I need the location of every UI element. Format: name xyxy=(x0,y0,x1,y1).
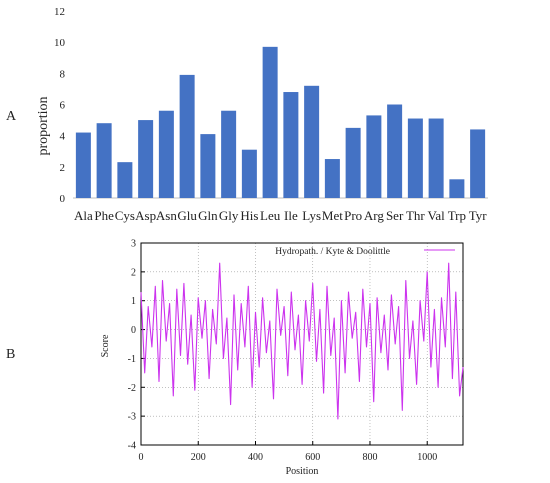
x-tick-label: Pro xyxy=(344,208,362,223)
bar-asp xyxy=(138,120,154,198)
y-tick-label: 2 xyxy=(60,162,66,174)
x-tick-label: Trp xyxy=(448,208,466,223)
x-tick-label: His xyxy=(240,208,258,223)
bar-arg xyxy=(366,115,382,198)
bar-asn xyxy=(158,110,174,198)
bar-ala xyxy=(75,132,91,198)
y-tick-label: 2 xyxy=(131,267,136,278)
x-tick-label: Gln xyxy=(198,208,218,223)
bar-gln xyxy=(200,134,216,198)
line-chart-series xyxy=(140,262,464,420)
x-tick-label: 0 xyxy=(139,452,144,463)
plot-frame xyxy=(140,242,464,446)
x-tick-label: Ile xyxy=(284,208,298,223)
y-tick-label: 8 xyxy=(60,68,66,80)
bar-phe xyxy=(96,123,112,198)
x-tick-label: Ser xyxy=(386,208,404,223)
bar-cys xyxy=(117,162,133,198)
line-chart-hydropathy: -4 -3 -2 -1 0 1 2 3 0 200 400 600 800 1000 Hydropath… xyxy=(100,239,464,477)
bar-trp xyxy=(449,179,465,198)
line-chart-y-ticks: -4 -3 -2 -1 0 1 2 3 xyxy=(128,239,145,452)
bar-leu xyxy=(262,46,278,198)
bar-chart-x-ticks: Ala Phe Cys Asp Asn Glu Gln Gly His Leu Ile Lys Met P… xyxy=(74,208,487,223)
bar-met xyxy=(324,159,340,198)
x-tick-label: Asp xyxy=(135,208,156,223)
x-tick-label: 200 xyxy=(191,452,206,463)
y-tick-label: 1 xyxy=(131,296,136,307)
bar-thr xyxy=(407,118,423,198)
x-tick-label: Lys xyxy=(302,208,321,223)
x-tick-label: 1000 xyxy=(417,452,437,463)
bar-chart-amino-acids: 0 2 4 6 8 10 12 Ala Phe Cys Asp Asn Glu Gln Gly His Leu… xyxy=(36,6,488,223)
bar-his xyxy=(241,149,257,198)
bar-ile xyxy=(283,92,299,198)
line-chart-x-ticks: 0 200 400 600 800 1000 xyxy=(139,441,437,463)
x-tick-label: 800 xyxy=(362,452,377,463)
bar-val xyxy=(428,118,444,198)
x-tick-label: Asn xyxy=(156,208,177,223)
x-tick-label: Glu xyxy=(177,208,197,223)
x-tick-label: Tyr xyxy=(469,208,488,223)
bar-ser xyxy=(387,104,403,198)
x-tick-label: Leu xyxy=(260,208,281,223)
hydropathy-series-line xyxy=(140,262,464,420)
y-tick-label: -2 xyxy=(128,383,136,394)
y-tick-label: 0 xyxy=(60,193,66,205)
panel-label-b: B xyxy=(6,347,15,362)
x-tick-label: Phe xyxy=(94,208,114,223)
x-tick-label: Cys xyxy=(115,208,135,223)
y-tick-label: 3 xyxy=(131,239,136,250)
x-tick-label: Val xyxy=(427,208,445,223)
y-tick-label: -1 xyxy=(128,354,136,365)
line-chart-legend: Hydropath. / Kyte & Doolittle xyxy=(275,247,455,257)
bar-gly xyxy=(221,110,237,198)
x-tick-label: 400 xyxy=(248,452,263,463)
x-tick-label: Gly xyxy=(219,208,239,223)
y-tick-label: 10 xyxy=(54,37,66,49)
x-tick-label: Arg xyxy=(364,208,384,223)
y-tick-label: -4 xyxy=(128,441,136,452)
y-tick-label: 6 xyxy=(60,100,66,112)
y-tick-label: 4 xyxy=(60,131,66,143)
bar-pro xyxy=(345,127,361,198)
bar-chart-y-ticks: 0 2 4 6 8 10 12 xyxy=(54,6,66,205)
x-tick-label: Ala xyxy=(74,208,93,223)
x-tick-label: Met xyxy=(322,208,343,223)
legend-label: Hydropath. / Kyte & Doolittle xyxy=(275,247,390,257)
line-chart-y-label: Score xyxy=(100,334,111,357)
bar-chart-bars xyxy=(75,46,486,198)
y-tick-label: 0 xyxy=(131,325,136,336)
line-chart-frame xyxy=(140,242,464,446)
x-tick-label: 600 xyxy=(305,452,320,463)
line-chart-x-label: Position xyxy=(286,466,319,477)
bar-lys xyxy=(304,85,320,198)
y-tick-label: 12 xyxy=(54,6,65,18)
x-tick-label: Thr xyxy=(406,208,425,223)
y-tick-label: -3 xyxy=(128,412,136,423)
panel-label-a: A xyxy=(6,109,17,124)
bar-tyr xyxy=(470,129,486,198)
bar-chart-y-label: proportion xyxy=(36,96,51,155)
bar-glu xyxy=(179,74,195,198)
